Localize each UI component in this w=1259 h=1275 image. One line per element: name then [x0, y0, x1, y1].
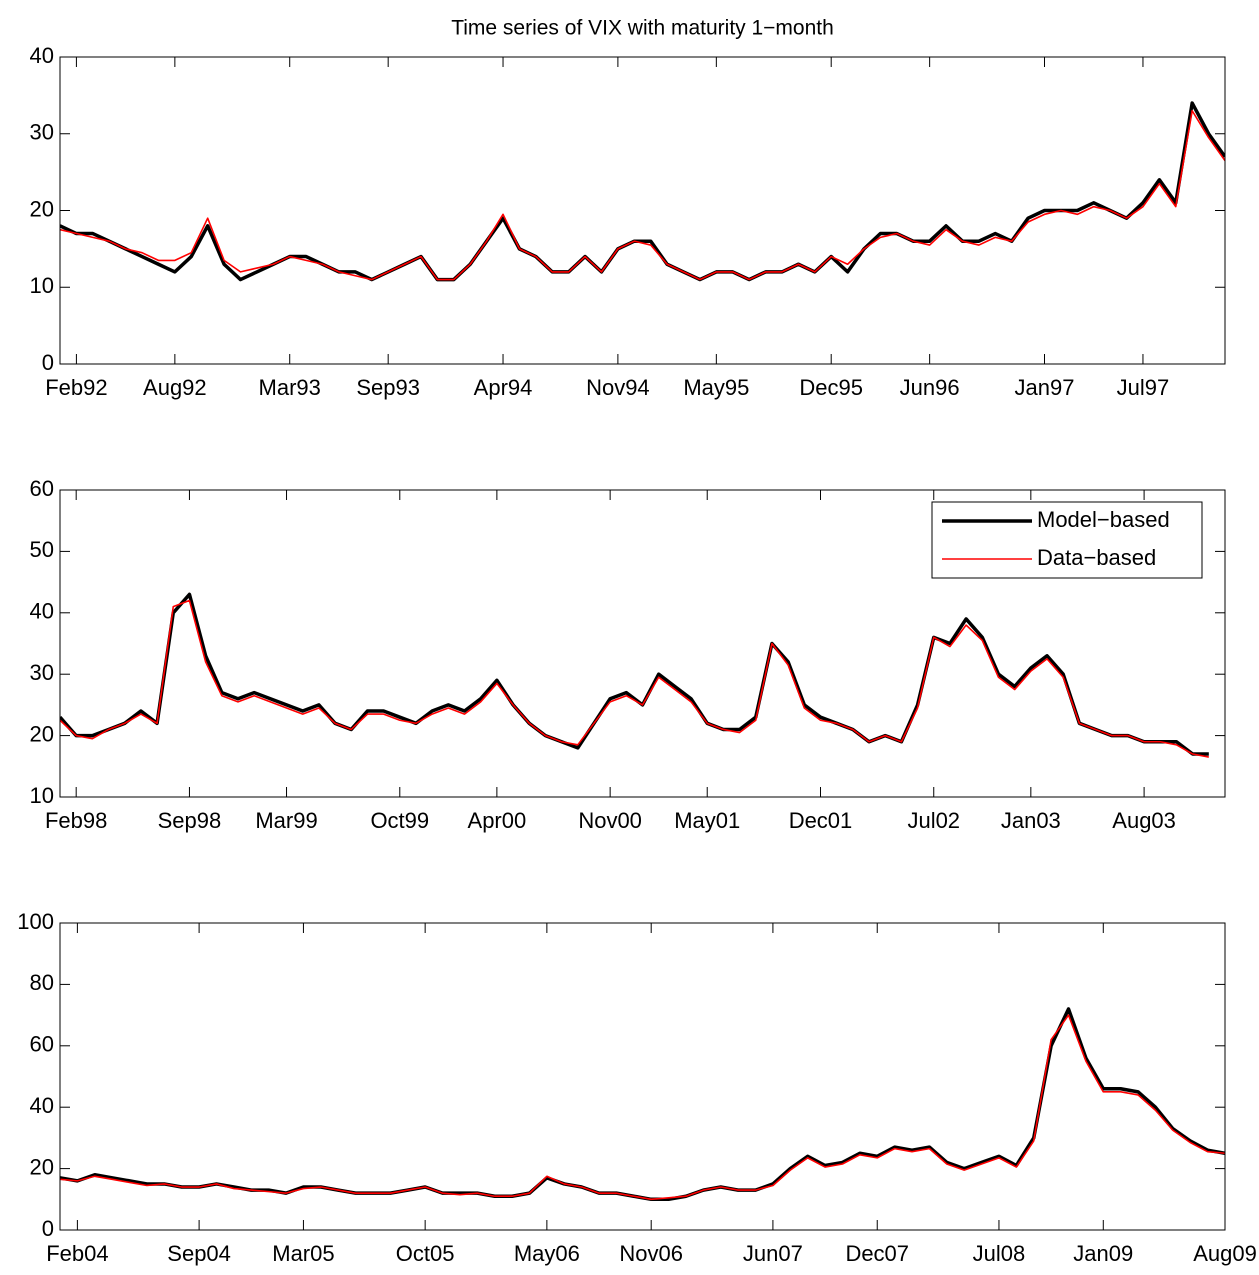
axes-box — [59, 489, 1226, 798]
x-tick-label: Mar05 — [272, 1241, 334, 1266]
x-tick-label: Oct99 — [370, 808, 429, 833]
x-tick-label: Apr94 — [474, 375, 533, 400]
y-tick-label: 30 — [30, 660, 54, 685]
x-tick-label: Feb04 — [46, 1241, 108, 1266]
y-tick-label: 20 — [30, 196, 54, 221]
x-tick-label: Nov06 — [619, 1241, 683, 1266]
series-line — [60, 1014, 1225, 1201]
y-tick-label: 60 — [30, 476, 54, 501]
y-tick-label: 10 — [30, 273, 54, 298]
series-line — [60, 101, 1225, 282]
x-tick-label: Dec01 — [789, 808, 853, 833]
x-tick-label: Jul08 — [973, 1241, 1026, 1266]
axes-box — [59, 56, 1226, 365]
plot-area — [60, 923, 1225, 1230]
y-tick-label: 60 — [30, 1032, 54, 1057]
plot-area — [60, 57, 1225, 364]
legend-label: Model−based — [1037, 507, 1170, 532]
x-tick-label: Nov94 — [586, 375, 650, 400]
series-line — [60, 109, 1225, 281]
legend-label: Data−based — [1037, 545, 1156, 570]
y-tick-label: 0 — [42, 350, 54, 375]
x-tick-label: Jun07 — [743, 1241, 803, 1266]
y-tick-label: 40 — [30, 43, 54, 68]
chart-title: Time series of VIX with maturity 1−month — [451, 17, 834, 40]
x-tick-label: May01 — [674, 808, 740, 833]
x-tick-label: Sep98 — [158, 808, 222, 833]
x-tick-label: Jul97 — [1117, 375, 1170, 400]
x-tick-label: Aug92 — [143, 375, 207, 400]
x-tick-label: Nov00 — [578, 808, 642, 833]
y-tick-label: 0 — [42, 1216, 54, 1241]
y-tick-label: 10 — [30, 783, 54, 808]
x-tick-label: Apr00 — [468, 808, 527, 833]
x-tick-label: Mar93 — [259, 375, 321, 400]
x-tick-label: Feb98 — [45, 808, 107, 833]
x-tick-label: Dec07 — [845, 1241, 909, 1266]
x-tick-label: Jul02 — [907, 808, 960, 833]
y-tick-label: 40 — [30, 1093, 54, 1118]
x-tick-label: Aug03 — [1112, 808, 1176, 833]
x-tick-label: Mar99 — [255, 808, 317, 833]
y-tick-label: 100 — [17, 909, 54, 934]
series-line — [60, 599, 1209, 758]
x-tick-label: Oct05 — [396, 1241, 455, 1266]
x-tick-label: Jan97 — [1015, 375, 1075, 400]
x-tick-label: Sep93 — [356, 375, 420, 400]
x-tick-label: Jan03 — [1001, 808, 1061, 833]
y-tick-label: 50 — [30, 537, 54, 562]
x-tick-label: Dec95 — [799, 375, 863, 400]
y-tick-label: 20 — [30, 721, 54, 746]
x-tick-label: Feb92 — [45, 375, 107, 400]
y-tick-label: 40 — [30, 599, 54, 624]
y-tick-label: 20 — [30, 1154, 54, 1179]
x-tick-label: Jun96 — [900, 375, 960, 400]
x-tick-label: Jan09 — [1073, 1241, 1133, 1266]
y-tick-label: 30 — [30, 120, 54, 145]
series-line — [60, 592, 1209, 756]
axes-box — [59, 922, 1226, 1231]
x-tick-label: May06 — [514, 1241, 580, 1266]
x-tick-label: Sep04 — [167, 1241, 231, 1266]
y-tick-label: 80 — [30, 970, 54, 995]
x-tick-label: May95 — [683, 375, 749, 400]
x-tick-label: Aug09 — [1193, 1241, 1257, 1266]
legend-box — [931, 501, 1203, 579]
